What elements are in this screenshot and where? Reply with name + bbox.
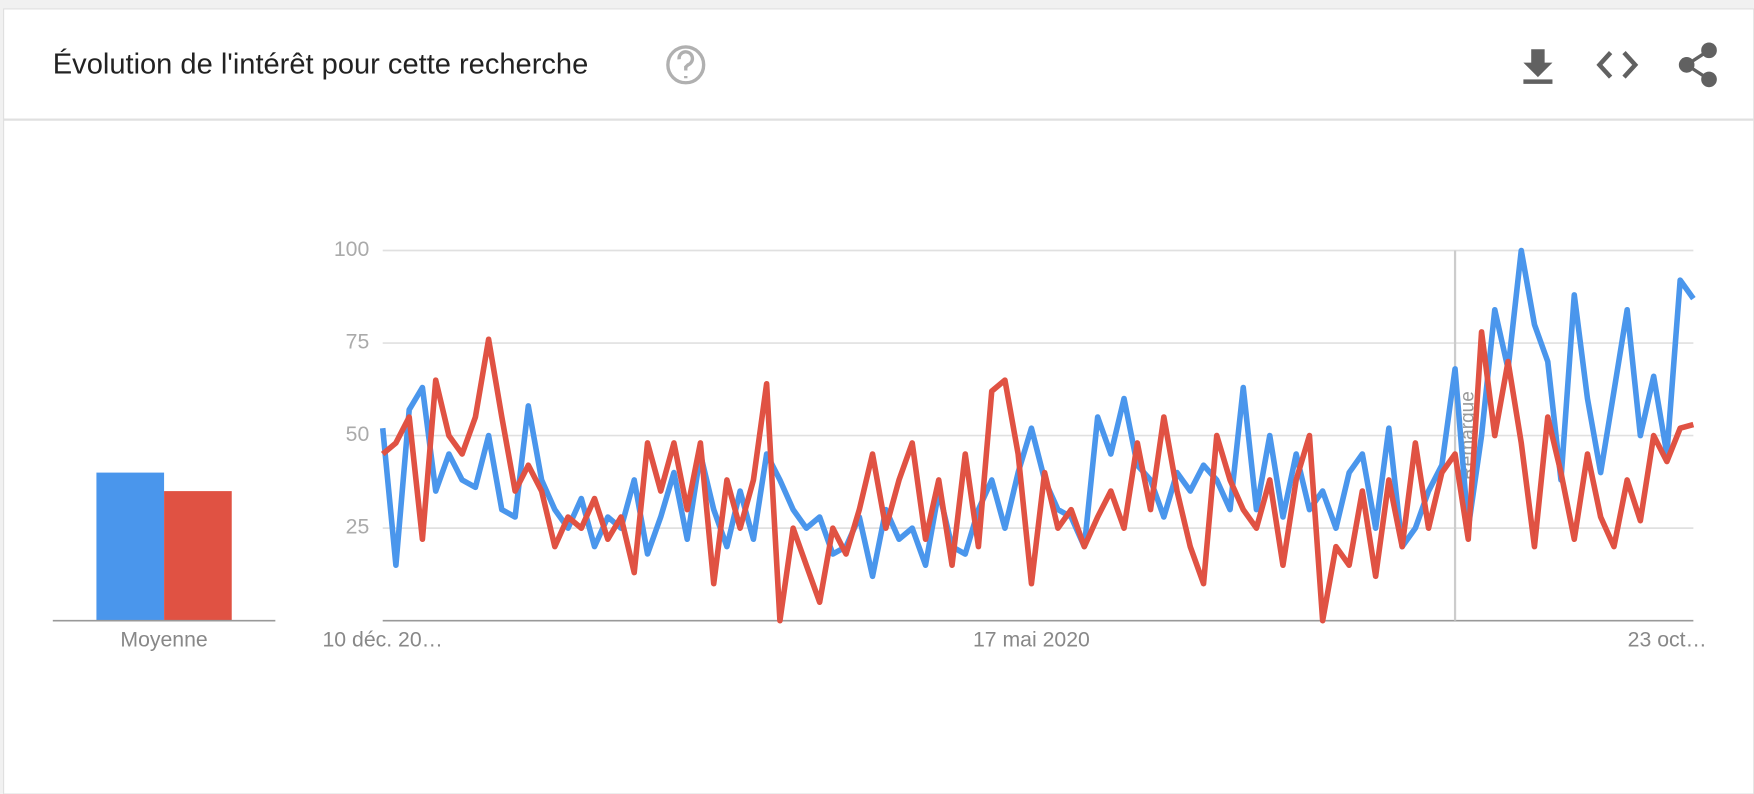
help-mark xyxy=(677,50,695,79)
download-bar xyxy=(1523,79,1553,84)
share-icon[interactable] xyxy=(1678,42,1717,88)
series-line xyxy=(379,247,1696,580)
widget-title: Évolution de l'intérêt pour cette recher… xyxy=(53,48,588,81)
bar xyxy=(96,472,165,621)
y-tick-label: 100 xyxy=(334,237,369,261)
download-icon[interactable] xyxy=(1523,49,1553,84)
x-tick-label: 10 déc. 20… xyxy=(322,627,442,651)
help-circle xyxy=(666,45,706,85)
help-icon[interactable] xyxy=(666,45,706,85)
download-arrow xyxy=(1523,49,1553,78)
category-label: Moyenne xyxy=(120,627,207,651)
x-tick-label: 17 mai 2020 xyxy=(973,627,1090,651)
share-links xyxy=(1683,48,1710,81)
y-tick-label: 25 xyxy=(346,515,370,539)
x-tick-label: 23 oct… xyxy=(1628,627,1707,651)
embed-brackets xyxy=(1596,51,1639,79)
card xyxy=(3,8,1754,794)
average-chart: Moyenne xyxy=(52,472,276,651)
y-tick-label: 75 xyxy=(346,330,370,354)
bar xyxy=(164,491,232,621)
embed-icon[interactable] xyxy=(1596,51,1639,79)
series-line xyxy=(380,329,1695,624)
y-tick-label: 50 xyxy=(346,422,370,446)
